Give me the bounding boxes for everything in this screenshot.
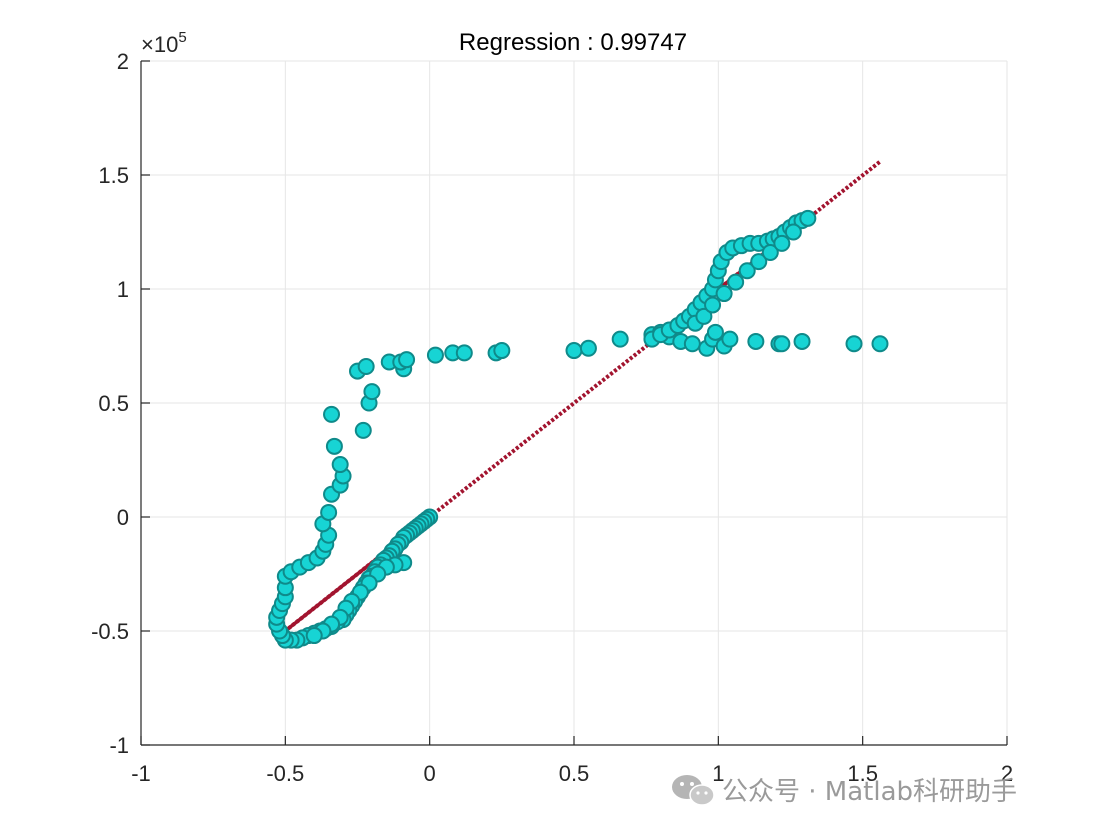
data-point <box>721 330 739 348</box>
tick-labels: -1 -0.5 0 0.5 1 1.5 2 -1 -0.5 0 0.5 1 1.5 2 <box>91 49 1013 786</box>
data-point <box>750 253 768 271</box>
y-tick-label: 1.5 <box>98 163 129 188</box>
data-point <box>611 330 629 348</box>
wechat-icon <box>672 775 715 806</box>
y-tick-label: -0.5 <box>91 619 129 644</box>
data-point <box>455 344 473 362</box>
data-point <box>354 421 372 439</box>
x-tick-label: 0.5 <box>559 761 590 786</box>
data-point <box>799 209 817 227</box>
data-point <box>493 342 511 360</box>
data-point <box>845 335 863 353</box>
x-tick-label: -0.5 <box>266 761 304 786</box>
x-tick-label: 1 <box>712 761 724 786</box>
data-point <box>738 262 756 280</box>
x-tick-label: -1 <box>131 761 151 786</box>
y-exponent-label: ×105 <box>141 29 187 57</box>
data-point <box>579 339 597 357</box>
data-point <box>323 405 341 423</box>
data-point <box>305 627 323 645</box>
data-point <box>747 332 765 350</box>
x-tick-label: 0 <box>424 761 436 786</box>
y-tick-label: -1 <box>109 733 129 758</box>
data-point <box>320 503 338 521</box>
data-point <box>331 456 349 474</box>
data-point <box>363 383 381 401</box>
data-point <box>715 285 733 303</box>
data-point <box>706 323 724 341</box>
data-point <box>426 346 444 364</box>
data-point <box>398 351 416 369</box>
data-point <box>727 273 745 291</box>
data-point <box>871 335 889 353</box>
watermark-text: 公众号 · Matlab科研助手 <box>722 777 1017 807</box>
data-point <box>773 335 791 353</box>
y-tick-label: 0.5 <box>98 391 129 416</box>
data-point <box>773 234 791 252</box>
x-tick-label: 2 <box>1001 761 1013 786</box>
data-point <box>683 335 701 353</box>
y-tick-label: 0 <box>117 505 129 530</box>
data-point <box>761 244 779 262</box>
y-tick-label: 2 <box>117 49 129 74</box>
y-exponent-power: 5 <box>178 29 186 46</box>
data-point <box>784 223 802 241</box>
data-points-group <box>268 209 889 649</box>
data-point <box>793 332 811 350</box>
data-point <box>704 296 722 314</box>
axes-box <box>140 60 1008 746</box>
data-point <box>357 358 375 376</box>
data-point <box>565 342 583 360</box>
y-exponent-base: ×10 <box>141 32 178 57</box>
watermark: 公众号 · Matlab科研助手 <box>672 775 1017 807</box>
x-tick-label: 1.5 <box>847 761 878 786</box>
data-point <box>695 307 713 325</box>
chart-title: Regression : 0.99747 <box>459 29 687 56</box>
y-tick-label: 1 <box>117 277 129 302</box>
data-point <box>325 437 343 455</box>
